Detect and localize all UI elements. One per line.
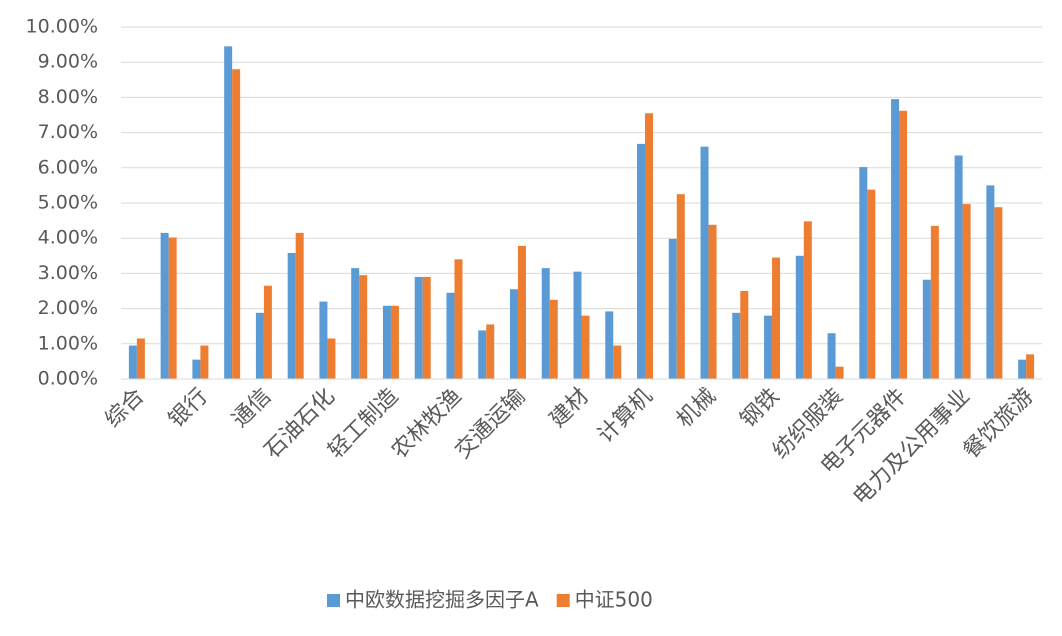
y-tick-label: 5.00% [38,192,98,214]
bar [795,255,804,379]
bar [986,185,995,379]
y-tick-label: 3.00% [38,262,98,284]
x-tick-label: 餐饮旅游 [959,384,1039,464]
bar [962,204,971,379]
y-tick-label: 0.00% [38,368,98,390]
bar [605,311,614,379]
bar [390,305,399,379]
bar [954,155,963,379]
bar [414,276,423,379]
bar [295,232,304,379]
bar [676,194,685,379]
bar [867,189,876,379]
bar [351,268,360,379]
bar [1026,354,1035,379]
legend-swatch [327,594,340,607]
bar [891,99,900,379]
x-tick-label: 银行 [164,384,213,433]
bar [359,275,368,379]
bar [263,285,272,379]
bar [509,289,518,379]
bar [613,345,622,379]
y-tick-label: 10.00% [26,16,98,38]
bar [835,366,844,379]
bar [549,299,558,379]
bar [732,312,741,379]
y-tick-label: 8.00% [38,86,98,108]
bar [827,333,836,379]
x-tick-label: 计算机 [593,384,657,448]
bar [859,167,868,379]
bar [541,268,550,379]
bar [200,345,209,379]
bar [232,69,241,380]
bar [668,238,677,379]
bar [128,345,137,379]
y-tick-label: 7.00% [38,121,98,143]
bar [168,237,177,379]
bar [287,252,296,379]
bar [454,259,463,379]
legend-swatch [556,594,570,607]
bar [930,225,939,379]
bar [700,146,709,379]
bar [224,46,233,380]
x-tick-label: 建材 [545,384,594,433]
bar [922,279,931,379]
x-tick-label: 综合 [101,384,150,433]
y-tick-label: 2.00% [38,297,98,319]
bar [772,257,781,379]
x-tick-label: 通信 [228,384,277,433]
bar [740,291,749,379]
y-tick-label: 1.00% [38,332,98,354]
bar [1018,359,1027,379]
legend-label: 中证500 [575,588,653,612]
bar [645,113,654,380]
bar [708,224,717,379]
bar [764,315,773,379]
x-tick-label: 电力及公用事业 [849,384,976,511]
bar [994,207,1003,379]
bar [319,301,328,379]
bar [581,315,590,379]
bar [192,359,201,379]
bar [478,330,487,379]
bar [136,338,145,379]
bar [517,245,526,379]
x-tick-label: 交通运输 [451,384,531,464]
bar [637,143,646,379]
x-tick-label: 机械 [672,384,721,433]
legend-label: 中欧数据挖掘多因子A [345,588,539,612]
bar [486,324,495,379]
bar [160,232,169,379]
bar [899,110,908,379]
bar [327,338,336,379]
bar [255,312,264,379]
bar [422,276,431,379]
y-tick-label: 9.00% [38,51,98,73]
bar [573,271,582,379]
y-tick-label: 6.00% [38,156,98,178]
x-tick-label: 钢铁 [736,384,785,433]
bar [803,221,812,379]
bar [446,292,455,379]
y-tick-label: 4.00% [38,227,98,249]
bar [382,305,391,379]
